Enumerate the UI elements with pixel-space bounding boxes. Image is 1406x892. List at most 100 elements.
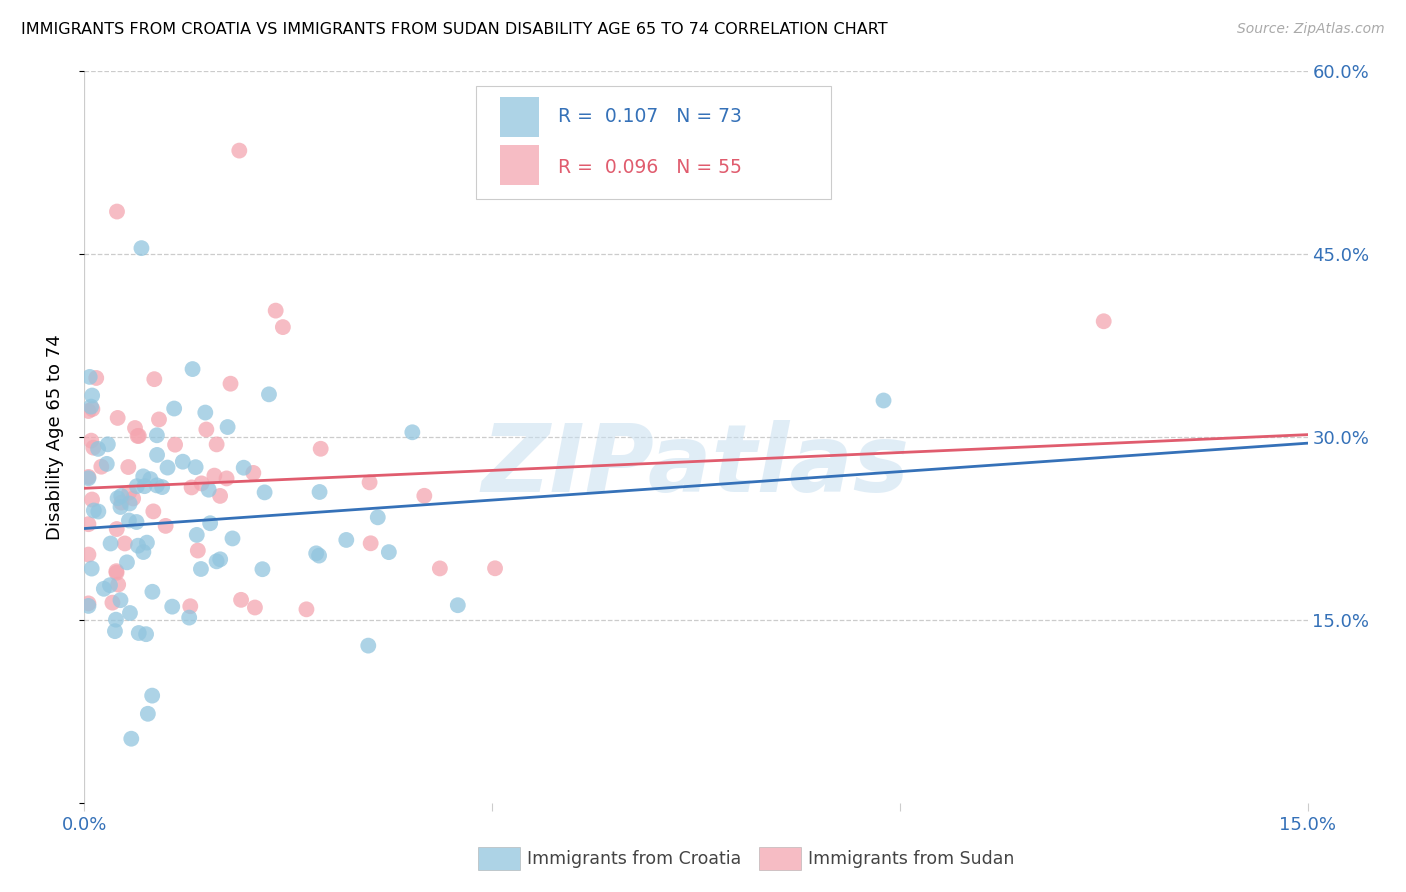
Point [93, 582, 115, 596]
Point [77, 404, 100, 418]
Point [80, 434, 103, 448]
Point [219, 376, 242, 391]
Point [198, 516, 221, 531]
Point [107, 491, 129, 505]
Point [205, 554, 228, 568]
Point [100, 536, 122, 550]
Point [217, 420, 239, 434]
Point [146, 428, 169, 442]
Point [96, 457, 118, 471]
Point [242, 466, 264, 480]
Point [118, 513, 141, 527]
Point [127, 539, 149, 553]
Point [232, 460, 254, 475]
Point [79, 370, 101, 384]
Point [484, 561, 506, 575]
Point [120, 731, 142, 746]
Point [187, 543, 209, 558]
Point [165, 438, 187, 452]
Point [80, 400, 103, 414]
Point [118, 485, 141, 500]
Point [101, 596, 124, 610]
Point [163, 401, 186, 416]
Point [243, 600, 266, 615]
Point [132, 545, 155, 559]
Point [125, 479, 148, 493]
Point [87, 504, 110, 518]
Point [105, 204, 128, 219]
Point [195, 423, 218, 437]
Point [215, 471, 238, 485]
Point [134, 479, 156, 493]
FancyBboxPatch shape [501, 145, 540, 185]
Point [128, 626, 150, 640]
Point [150, 480, 173, 494]
Point [447, 598, 470, 612]
Point [180, 480, 202, 494]
Point [82, 402, 104, 417]
Y-axis label: Disability Age 65 to 74: Disability Age 65 to 74 [45, 334, 63, 540]
Point [367, 510, 389, 524]
Point [429, 561, 451, 575]
Point [229, 592, 252, 607]
Point [413, 489, 436, 503]
Point [110, 593, 132, 607]
Point [308, 485, 330, 500]
Text: Source: ZipAtlas.com: Source: ZipAtlas.com [1237, 22, 1385, 37]
Point [135, 535, 157, 549]
Point [1092, 314, 1115, 328]
Point [105, 564, 128, 578]
Point [110, 500, 132, 514]
Point [128, 429, 150, 443]
Point [252, 562, 274, 576]
Point [104, 624, 127, 639]
Point [114, 536, 136, 550]
Point [202, 468, 225, 483]
Point [308, 549, 330, 563]
Point [179, 599, 201, 614]
Point [190, 562, 212, 576]
Point [141, 689, 163, 703]
Point [357, 639, 380, 653]
Point [359, 475, 381, 490]
Point [253, 485, 276, 500]
Point [125, 515, 148, 529]
Point [80, 492, 103, 507]
Point [118, 496, 141, 510]
Point [135, 627, 157, 641]
Point [378, 545, 401, 559]
FancyBboxPatch shape [475, 86, 831, 200]
Text: ZIPatlas: ZIPatlas [482, 420, 910, 512]
Point [105, 522, 128, 536]
Point [872, 393, 894, 408]
Point [107, 411, 129, 425]
Point [184, 460, 207, 475]
Point [264, 303, 287, 318]
Point [83, 503, 105, 517]
FancyBboxPatch shape [501, 97, 540, 137]
Point [77, 471, 100, 485]
Point [160, 599, 183, 614]
Point [118, 606, 141, 620]
Point [335, 533, 357, 547]
Point [148, 412, 170, 426]
Point [401, 425, 423, 440]
Point [98, 578, 121, 592]
Point [181, 362, 204, 376]
Point [131, 241, 153, 255]
Point [194, 406, 217, 420]
Point [271, 320, 294, 334]
Point [124, 421, 146, 435]
Point [84, 371, 107, 385]
Point [122, 491, 145, 506]
Point [228, 144, 250, 158]
Point [97, 437, 120, 451]
Point [105, 566, 128, 580]
Point [82, 441, 104, 455]
Point [257, 387, 280, 401]
Point [77, 548, 100, 562]
Point [77, 517, 100, 532]
Point [360, 536, 382, 550]
Text: Immigrants from Croatia: Immigrants from Croatia [527, 850, 741, 868]
Point [107, 577, 129, 591]
